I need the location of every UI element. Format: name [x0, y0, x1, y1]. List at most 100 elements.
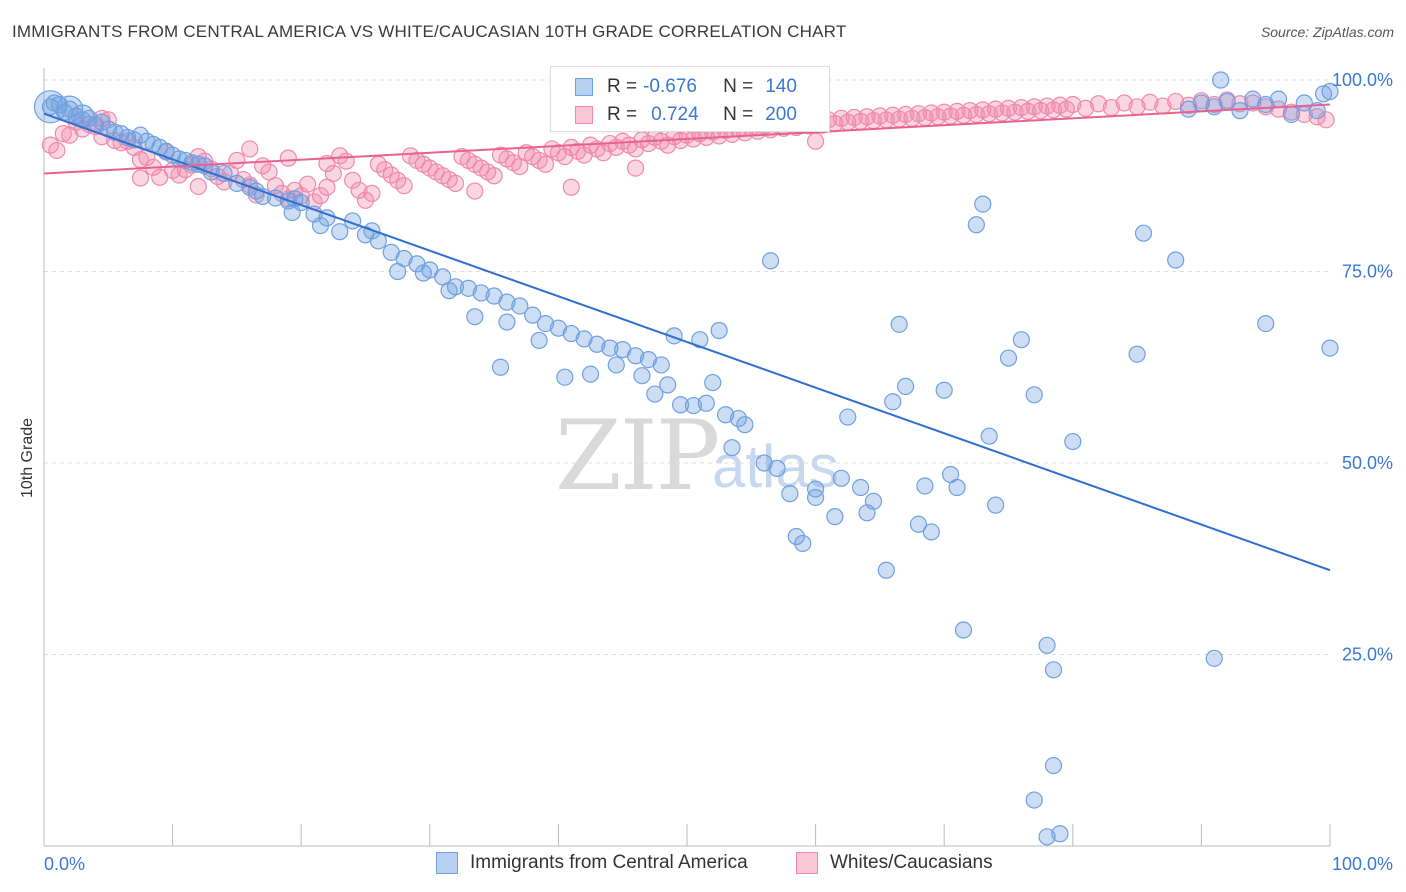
- scatter-point: [987, 496, 1005, 514]
- axes: [43, 68, 1331, 847]
- legend-row-blue: R = -0.676 N = 140: [551, 73, 797, 101]
- scatter-point: [633, 367, 651, 385]
- scatter-point: [511, 297, 529, 315]
- scatter-point: [594, 144, 613, 162]
- legend-item-central-america[interactable]: Immigrants from Central America: [436, 852, 748, 874]
- scatter-point: [511, 157, 529, 176]
- scatter-point: [935, 381, 953, 399]
- scatter-point: [491, 358, 510, 376]
- scatter-point: [781, 485, 799, 503]
- scatter-point: [556, 368, 574, 386]
- scatter-point: [106, 123, 124, 141]
- scatter-point: [1025, 791, 1043, 809]
- blue-r-value: -0.676: [643, 76, 697, 97]
- scatter-point: [839, 408, 857, 426]
- scatter-point: [787, 527, 805, 546]
- scatter-point: [974, 195, 992, 213]
- scatter-point: [768, 459, 786, 477]
- blue-points: [33, 71, 1339, 846]
- whites-swatch: [796, 852, 818, 874]
- scatter-point: [710, 321, 728, 340]
- scatter-point: [1321, 82, 1339, 101]
- scatter-point: [922, 523, 940, 541]
- scatter-point: [131, 169, 150, 187]
- source-label[interactable]: Source: ZipAtlas.com: [1260, 24, 1394, 40]
- tick-labels: 100.0% 75.0% 50.0% 25.0% 0.0% 100.0%: [44, 70, 1393, 874]
- scatter-point: [556, 148, 574, 166]
- scatter-point: [524, 306, 542, 324]
- x-tick-label: 100.0%: [1332, 854, 1393, 874]
- trend-lines: [43, 103, 1331, 572]
- scatter-point: [1212, 71, 1230, 89]
- scatter-point: [1244, 94, 1262, 112]
- pink-r-label: R =: [607, 104, 638, 125]
- scatter-point: [331, 223, 349, 241]
- scatter-point: [761, 252, 780, 270]
- scatter-point: [93, 113, 111, 131]
- pink-r-value: 0.724: [651, 104, 699, 125]
- scatter-point: [671, 396, 690, 414]
- blue-swatch: [575, 78, 593, 96]
- correlation-legend: R = -0.676 N = 140 R = 0.724 N = 200: [550, 66, 830, 132]
- pink-n-label: N =: [723, 104, 754, 125]
- scatter-point: [755, 454, 773, 472]
- pink-swatch: [575, 106, 593, 124]
- scatter-point: [909, 515, 928, 533]
- scatter-point: [389, 262, 407, 281]
- scatter-point: [1064, 432, 1082, 451]
- blue-r-label: R =: [607, 76, 638, 97]
- scatter-point: [54, 125, 72, 143]
- scatter-point: [1269, 90, 1288, 108]
- legend-item-whites[interactable]: Whites/Caucasians: [796, 852, 993, 874]
- scatter-point: [472, 284, 490, 302]
- scatter-point: [1077, 99, 1095, 117]
- scatter-point: [601, 339, 619, 357]
- scatter-point: [344, 171, 362, 189]
- scatter-point: [350, 181, 368, 199]
- scatter-point: [459, 279, 477, 297]
- scatter-point: [1231, 95, 1249, 113]
- scatter-point: [723, 439, 741, 457]
- scatter-point: [48, 141, 66, 160]
- scatter-point: [626, 347, 645, 365]
- scatter-point: [691, 331, 709, 349]
- central-america-swatch: [436, 852, 458, 874]
- scatter-point: [1134, 224, 1153, 242]
- scatter-point: [942, 465, 960, 484]
- scatter-point: [283, 203, 301, 222]
- legend-row-pink: R = 0.724 N = 200: [551, 101, 797, 129]
- scatter-point: [980, 427, 998, 445]
- scatter-point: [1038, 828, 1056, 846]
- scatter-point: [1115, 94, 1133, 112]
- scatter-point: [697, 394, 715, 412]
- scatter-point: [897, 377, 915, 395]
- scatter-point: [562, 178, 580, 196]
- scatter-point: [228, 151, 246, 170]
- scatter-point: [1167, 251, 1185, 269]
- scatter-point: [498, 313, 516, 331]
- scatter-point: [794, 534, 812, 553]
- scatter-point: [1257, 314, 1275, 333]
- scatter-point: [1038, 636, 1056, 654]
- central-america-label: Immigrants from Central America: [470, 852, 748, 873]
- scatter-point: [131, 126, 150, 144]
- scatter-point: [646, 385, 664, 403]
- scatter-point: [877, 561, 895, 579]
- scatter-point: [575, 330, 593, 348]
- scatter-point: [858, 504, 876, 522]
- scatter-point: [1044, 661, 1063, 679]
- scatter-point: [311, 216, 330, 235]
- scatter-point: [704, 373, 722, 392]
- scatter-point: [806, 488, 825, 507]
- scatter-point: [1128, 345, 1146, 363]
- scatter-point: [318, 178, 336, 196]
- scatter-point: [466, 182, 484, 200]
- scatter-point: [299, 175, 317, 193]
- watermark-atlas: atlas: [712, 433, 839, 500]
- scatter-point: [536, 155, 555, 173]
- scatter-point: [485, 167, 503, 185]
- scatter-point: [1044, 756, 1063, 775]
- scatter-point: [652, 356, 670, 374]
- scatter-point: [1321, 339, 1339, 357]
